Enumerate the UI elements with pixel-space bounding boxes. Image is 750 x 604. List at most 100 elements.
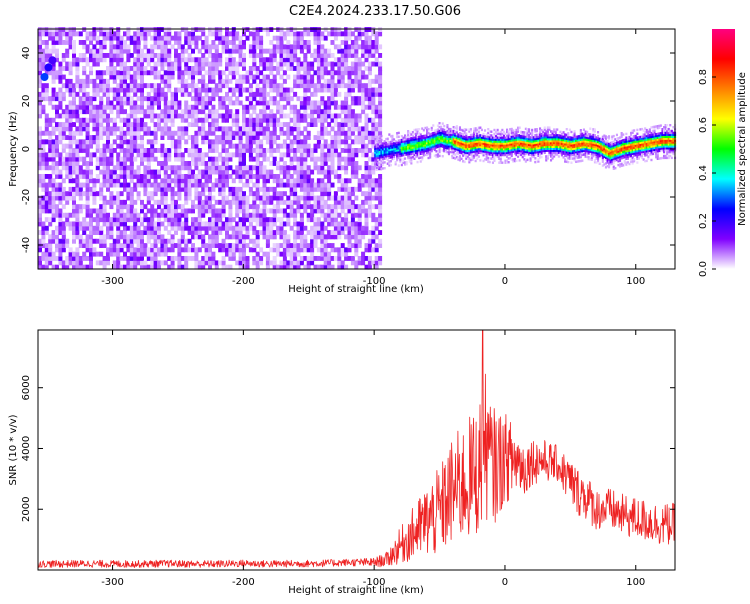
spectrogram-cell [116,225,121,231]
spectrogram-cell [187,225,192,231]
spectrogram-cell [382,163,385,166]
spectrogram-cell [402,144,405,147]
spectrogram-cell [129,122,134,127]
spectrogram-cell [340,100,345,106]
spectrogram-cell [211,148,216,153]
spectrogram-cell [337,61,342,67]
spectrogram-cell [313,217,318,223]
spectrogram-cell [68,27,73,32]
spectrogram-cell [435,155,438,159]
spectrogram-cell [58,70,63,76]
spectrogram-cell [143,225,148,231]
spectrogram-cell [473,140,476,144]
spectrogram-cell [296,225,301,231]
spectrogram-cell [347,91,352,97]
spectrogram-cell [136,130,141,136]
spectrogram-cell [269,130,274,136]
spectrogram-cell [323,53,328,58]
spectrogram-cell [174,217,178,223]
spectrogram-cell [446,129,449,133]
spectrogram-cell [350,204,355,210]
spectrogram-cell [167,126,172,132]
spectrogram-cell [320,130,325,136]
spectrogram-cell [427,139,430,142]
spectrogram-cell [55,238,59,244]
spectrogram-cell [61,135,66,140]
spectrogram-cell [163,74,168,80]
spectrogram-cell [347,122,352,127]
spectrogram-cell [357,70,362,76]
spectrogram-cell [407,149,410,152]
spectrogram-cell [404,145,407,149]
spectrogram-cell [463,147,466,150]
spectrogram-cell [146,256,151,261]
spectrogram-cell [444,148,447,151]
spectrogram-cell [471,135,474,138]
spectrogram-cell [214,135,219,140]
spectrogram-cell [55,186,59,192]
spectrogram-cell [465,134,468,137]
spectrogram-cell [174,199,178,205]
spectrogram-cell [443,138,446,141]
spectrogram-cell [92,230,97,235]
spectrogram-cell [316,199,321,205]
spectrogram-cell [55,70,59,76]
spectrogram-cell [119,87,124,93]
spectrogram-cell [55,31,59,37]
spectrogram-cell [238,87,243,93]
spectrogram-cell [136,87,141,93]
spectrogram-cell [116,208,121,214]
spectrogram-cell [102,169,107,175]
spectrogram-cell [99,156,104,162]
spectrogram-cell [389,146,392,149]
spectrogram-cell [374,74,379,80]
spectrogram-cell [413,157,416,160]
spectrogram-cell [286,100,291,106]
spectrogram-cell [58,186,63,192]
spectrogram-cell [112,212,117,218]
spectrogram-cell [252,126,257,132]
spectrogram-cell [389,142,392,146]
spectrogram-cell [350,225,355,231]
spectrogram-cell [136,217,141,223]
spectrogram-cell [167,83,172,89]
spectrogram-cell [153,87,158,93]
spectrogram-cell [174,104,178,110]
spectrogram-cell [225,83,229,89]
spectrogram-cell [299,221,304,227]
spectrogram-cell [272,126,277,132]
spectrogram-cell [133,87,138,93]
spectrogram-cell [269,122,274,127]
spectrogram-cell [75,221,80,227]
spectrogram-cell [177,217,182,223]
spectrogram-cell [255,148,260,153]
spectrogram-cell [231,66,236,71]
spectrogram-cell [279,178,284,184]
spectrogram-cell [259,148,264,153]
spectrogram-cell [416,141,419,145]
spectrogram-cell [123,186,127,192]
spectrogram-cell [337,31,342,37]
spectrogram-cell [378,182,383,188]
spectrogram-cell [361,191,366,197]
spectrogram-cell [424,136,427,139]
spectrogram-cell [58,40,63,45]
spectrogram-cell [259,152,264,158]
spectrogram-cell [411,150,414,153]
spectrogram-cell [163,152,168,158]
spectrogram-cell [170,74,175,80]
spectrogram-cell [436,136,439,139]
spectrogram-cell [306,264,311,270]
spectrogram-cell [333,122,338,127]
spectrogram-cell [330,217,335,223]
spectrogram-cell [191,225,195,231]
spectrogram-cell [119,243,124,248]
spectrogram-cell [187,230,192,235]
spectrogram-cell [191,139,195,145]
spectrogram-cell [296,260,301,266]
spectrogram-cell [201,238,206,244]
spectrogram-cell [44,230,49,235]
spectrogram-cell [92,109,97,115]
spectrogram-cell [55,264,59,270]
spectrogram-cell [136,182,141,188]
